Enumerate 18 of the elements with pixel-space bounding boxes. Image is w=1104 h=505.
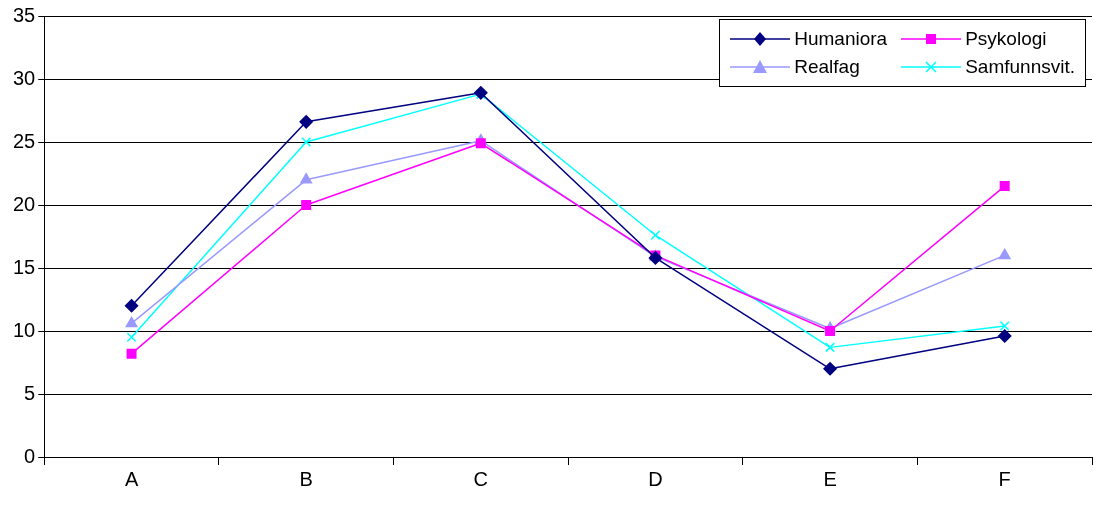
x-tick-label: F [998, 467, 1011, 490]
x-tick-label: E [823, 467, 837, 490]
y-tick-label: 5 [24, 381, 36, 404]
legend-label: Humaniora [794, 28, 888, 50]
y-tick-label: 10 [13, 318, 36, 341]
y-tick-label: 15 [13, 255, 36, 278]
y-tick-label: 35 [13, 3, 36, 26]
x-tick-label: B [299, 467, 313, 490]
x-tick-label: A [124, 467, 139, 490]
legend-label: Realfag [794, 56, 860, 78]
x-tick-label: D [648, 467, 663, 490]
legend-label: Psykologi [965, 28, 1047, 50]
y-tick-label: 20 [13, 192, 36, 215]
x-tick-label: C [473, 467, 489, 490]
y-tick-label: 30 [13, 66, 36, 89]
legend-label: Samfunnsvit. [965, 56, 1075, 78]
y-tick-label: 25 [13, 129, 36, 152]
y-tick-label: 0 [24, 444, 36, 467]
